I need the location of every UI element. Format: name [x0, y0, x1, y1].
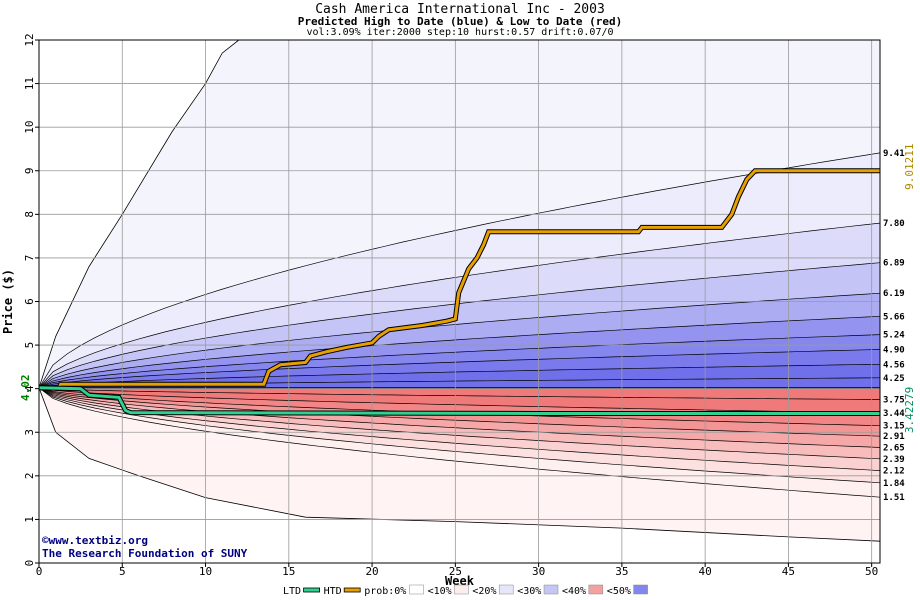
band-boundary [39, 315, 880, 389]
band-end-label: 2.12 [883, 467, 905, 477]
x-tick-label: 35 [615, 565, 628, 578]
band-boundary [39, 222, 880, 389]
y-tick-label: 5 [23, 342, 36, 349]
legend-color-swatch [498, 584, 514, 595]
credit-organization: The Research Foundation of SUNY [42, 547, 248, 560]
x-tick-label: 5 [119, 565, 126, 578]
legend-color-swatch [454, 584, 469, 595]
y-tick-label: 12 [23, 33, 36, 46]
band-end-label: 7.80 [883, 219, 905, 229]
series-line-htd [39, 169, 880, 390]
chart-subtitle: Predicted High to Date (blue) & Low to D… [297, 15, 623, 28]
y-tick-label: 10 [23, 121, 36, 134]
band-end-label: 3.44 [883, 409, 905, 419]
band-end-label: 3.15 [883, 422, 905, 432]
band-end-label: 1.51 [883, 493, 905, 503]
band-end-label: 2.65 [883, 444, 905, 454]
band-boundary [39, 334, 880, 389]
band-end-label: 5.24 [883, 331, 905, 341]
band-boundary [39, 387, 880, 400]
band-end-label: 4.56 [883, 360, 905, 370]
band-end-label: 4.90 [883, 345, 905, 355]
outer-high-boundary [39, 40, 245, 388]
legend-line-swatch [303, 587, 321, 593]
band-end-label: 2.39 [883, 455, 905, 465]
y-tick-label: 11 [23, 77, 36, 90]
x-tick-label: 20 [365, 565, 378, 578]
x-tick-label: 45 [782, 565, 795, 578]
band-end-label: 2.91 [883, 432, 905, 442]
x-tick-label: 15 [282, 565, 295, 578]
legend-label: <30% [517, 586, 541, 597]
y-tick-label: 9 [23, 167, 36, 174]
x-tick-label: 0 [36, 565, 43, 578]
band-boundary [39, 387, 880, 448]
y-tick-label: 4 [23, 385, 36, 392]
band-boundary [39, 292, 880, 389]
chart-parameters: vol:3.09% iter:2000 step:10 hurst:0.57 d… [306, 27, 614, 38]
y-tick-label: 3 [23, 429, 36, 436]
band-end-label: 9.41 [883, 149, 905, 159]
band-end-label: 3.75 [883, 396, 905, 406]
band-boundary [39, 387, 880, 498]
x-tick-label: 40 [699, 565, 712, 578]
series-line-ltd [39, 386, 880, 415]
legend-label: <20% [472, 586, 496, 597]
legend-label: LTD [283, 586, 301, 597]
legend-color-swatch [633, 584, 648, 595]
band-boundary [39, 387, 880, 414]
chart-title: Cash America International Inc - 2003 [315, 2, 605, 17]
y-tick-label: 0 [23, 560, 36, 567]
band-end-label: 6.19 [883, 289, 905, 299]
legend-color-swatch [543, 584, 559, 595]
htd-end-label: 9.01211 [903, 144, 916, 190]
x-tick-label: 25 [449, 565, 462, 578]
band-boundary [39, 152, 880, 388]
legend-label: <50% [607, 586, 631, 597]
legend-label: HTD [324, 586, 342, 597]
band-end-label: 1.84 [883, 479, 905, 489]
legend-label: <10% [428, 586, 452, 597]
x-axis-label: Week [445, 574, 475, 588]
legend-color-swatch [409, 584, 424, 595]
y-tick-label: 2 [23, 473, 36, 480]
legend-line-swatch [343, 587, 361, 593]
y-tick-label: 7 [23, 255, 36, 262]
y-tick-label: 8 [23, 211, 36, 218]
band-boundary [39, 387, 880, 471]
band-boundary [39, 387, 880, 484]
band-end-label: 5.66 [883, 312, 905, 322]
band-boundary [39, 387, 880, 437]
legend-color-swatch [588, 584, 604, 595]
legend-label: prob:0% [364, 586, 406, 597]
legend-label: <40% [562, 586, 586, 597]
low-band-fill [39, 387, 880, 400]
ltd-end-label: 3.42279 [903, 387, 916, 433]
x-tick-label: 50 [865, 565, 878, 578]
band-boundary [39, 363, 880, 389]
x-tick-label: 30 [532, 565, 545, 578]
x-tick-label: 10 [199, 565, 212, 578]
start-price-label: 4.02 [19, 375, 32, 402]
y-axis-label: Price ($) [1, 269, 15, 334]
credit-site: ©www.textbiz.org [42, 534, 148, 547]
band-end-label: 4.25 [883, 374, 905, 384]
y-tick-label: 6 [23, 298, 36, 305]
band-end-label: 6.89 [883, 259, 905, 269]
y-tick-label: 1 [23, 516, 36, 523]
band-boundary [39, 349, 880, 389]
